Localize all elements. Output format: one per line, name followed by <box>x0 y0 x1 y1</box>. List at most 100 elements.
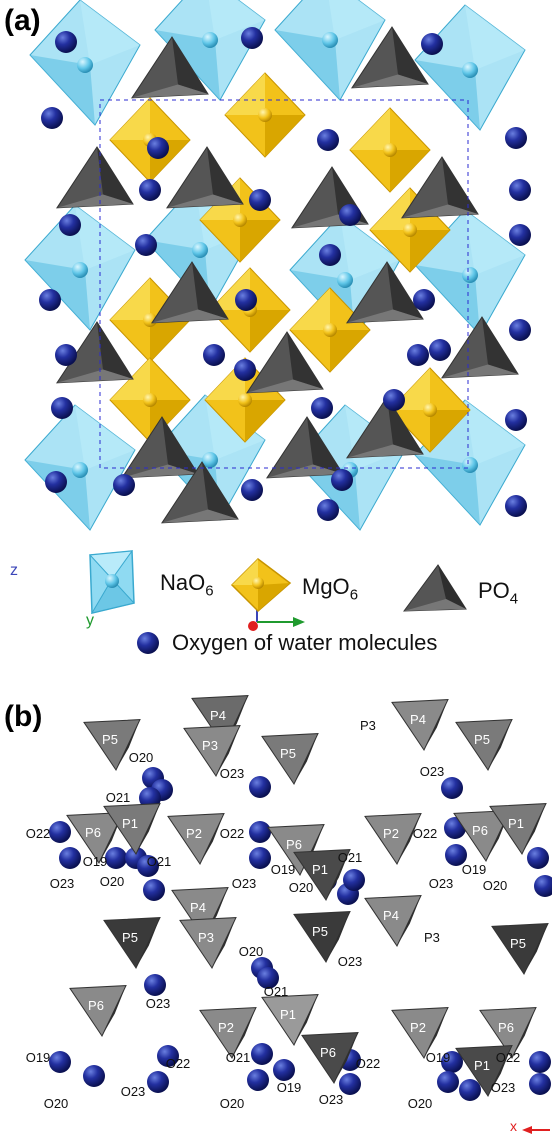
legend-po-label: PO4 <box>478 578 519 608</box>
po-tetrahedron <box>151 261 229 324</box>
na-octahedron <box>29 0 141 126</box>
phosphate-tetrahedron: P4 <box>191 695 249 748</box>
oxygen-label: O21 <box>226 1050 251 1065</box>
phosphate-tetrahedron: P1 <box>455 1045 513 1098</box>
phosphate-tetrahedron: P4 <box>391 699 449 752</box>
po-tetrahedron-icon <box>402 564 467 612</box>
oxygen-label: O22 <box>496 1050 521 1065</box>
water-oxygen <box>459 1079 481 1101</box>
axis-z-label: z <box>10 562 18 579</box>
phosphate-label: P5 <box>474 732 490 747</box>
mg-octahedron <box>109 97 191 183</box>
oxygen-label: O20 <box>289 880 314 895</box>
legend-symbols <box>88 550 467 654</box>
phosphate-tetrahedron: P1 <box>293 849 351 902</box>
water-oxygen <box>41 107 63 129</box>
water-oxygen <box>437 1071 459 1093</box>
water-oxygen <box>249 821 271 843</box>
water-oxygen <box>249 847 271 869</box>
po-tetrahedron <box>56 321 134 384</box>
phosphate-label: P6 <box>498 1020 514 1035</box>
legend-na-label: NaO6 <box>160 570 214 600</box>
water-oxygen <box>55 344 77 366</box>
oxygen-label: O20 <box>129 750 154 765</box>
phosphate-tetrahedron: P3 <box>183 725 241 778</box>
phosphate-tetrahedron: P5 <box>103 917 161 970</box>
water-oxygen <box>529 1073 551 1095</box>
axis-y-label: y <box>86 612 94 629</box>
water-oxygen <box>343 869 365 891</box>
phosphate-tetrahedron: P5 <box>455 719 513 772</box>
po-tetrahedron <box>441 316 519 379</box>
phosphate-label: P5 <box>122 930 138 945</box>
oxygen-label: O21 <box>264 984 289 999</box>
water-oxygen <box>113 474 135 496</box>
phosphate-label: P6 <box>320 1045 336 1060</box>
po-tetrahedron <box>266 416 344 479</box>
oxygen-label: O19 <box>462 862 487 877</box>
oxygen-label: O22 <box>413 826 438 841</box>
mg-octahedron <box>349 107 431 193</box>
water-oxygen <box>144 974 166 996</box>
oxygen-label: O22 <box>220 826 245 841</box>
water-oxygen <box>59 214 81 236</box>
phosphate-tetrahedron: P6 <box>66 812 124 865</box>
po-tetrahedron <box>131 36 209 99</box>
water-oxygen <box>45 471 67 493</box>
oxygen-label: O22 <box>356 1056 381 1071</box>
water-oxygen <box>147 137 169 159</box>
oxygen-label: O23 <box>420 764 445 779</box>
water-oxygen <box>241 479 263 501</box>
water-oxygen <box>331 469 353 491</box>
phosphate-label: P1 <box>474 1058 490 1073</box>
water-oxygen <box>51 397 73 419</box>
water-oxygen <box>249 776 271 798</box>
phosphate-label: P6 <box>472 823 488 838</box>
oxygen-label: O20 <box>44 1096 69 1111</box>
water-oxygen <box>509 319 531 341</box>
oxygen-label: O21 <box>338 850 363 865</box>
oxygen-label: O19 <box>277 1080 302 1095</box>
na-octahedron <box>274 0 386 101</box>
phosphate-label: P1 <box>508 816 524 831</box>
phosphate-tetrahedron: P2 <box>364 813 422 866</box>
phosphate-label: P2 <box>383 826 399 841</box>
phosphate-label: P5 <box>102 732 118 747</box>
na-octahedron <box>24 404 136 531</box>
oxygen-label: O20 <box>483 878 508 893</box>
water-oxygen <box>339 204 361 226</box>
phosphate-label: P4 <box>410 712 426 727</box>
water-oxygen <box>137 855 159 877</box>
oxygen-label: O19 <box>83 854 108 869</box>
legend-water-label: Oxygen of water molecules <box>172 630 438 655</box>
water-oxygen <box>445 844 467 866</box>
phosphate-label: P5 <box>312 924 328 939</box>
phosphate-tetrahedron: P6 <box>301 1032 359 1085</box>
phosphate-label: P6 <box>88 998 104 1013</box>
oxygen-label: O23 <box>319 1092 344 1107</box>
mg-octahedron <box>389 367 471 453</box>
water-oxygen <box>235 289 257 311</box>
water-oxygen <box>55 31 77 53</box>
water-oxygen <box>529 1051 551 1073</box>
phosphate-tetrahedron: P4 <box>364 895 422 948</box>
water-oxygen <box>383 389 405 411</box>
water-oxygen <box>251 1043 273 1065</box>
mg-octahedron-icon <box>230 558 292 613</box>
panel-b-label: (b) <box>4 700 43 733</box>
water-oxygen <box>249 189 271 211</box>
oxygen-label: O22 <box>26 826 51 841</box>
phosphate-tetrahedron: P1 <box>489 803 547 856</box>
unit-cell-outline <box>99 99 469 469</box>
water-oxygen <box>317 499 339 521</box>
water-oxygen <box>234 359 256 381</box>
water-oxygen <box>273 1059 295 1081</box>
panel-a-label: (a) <box>4 4 41 37</box>
oxygen-label: O19 <box>26 1050 51 1065</box>
phosphate-label: P2 <box>410 1020 426 1035</box>
phosphate-tetrahedron: P5 <box>83 719 141 772</box>
oxygen-label: O23 <box>146 996 171 1011</box>
water-oxygen <box>407 344 429 366</box>
oxygen-label: O23 <box>121 1084 146 1099</box>
water-oxygen <box>534 875 552 897</box>
